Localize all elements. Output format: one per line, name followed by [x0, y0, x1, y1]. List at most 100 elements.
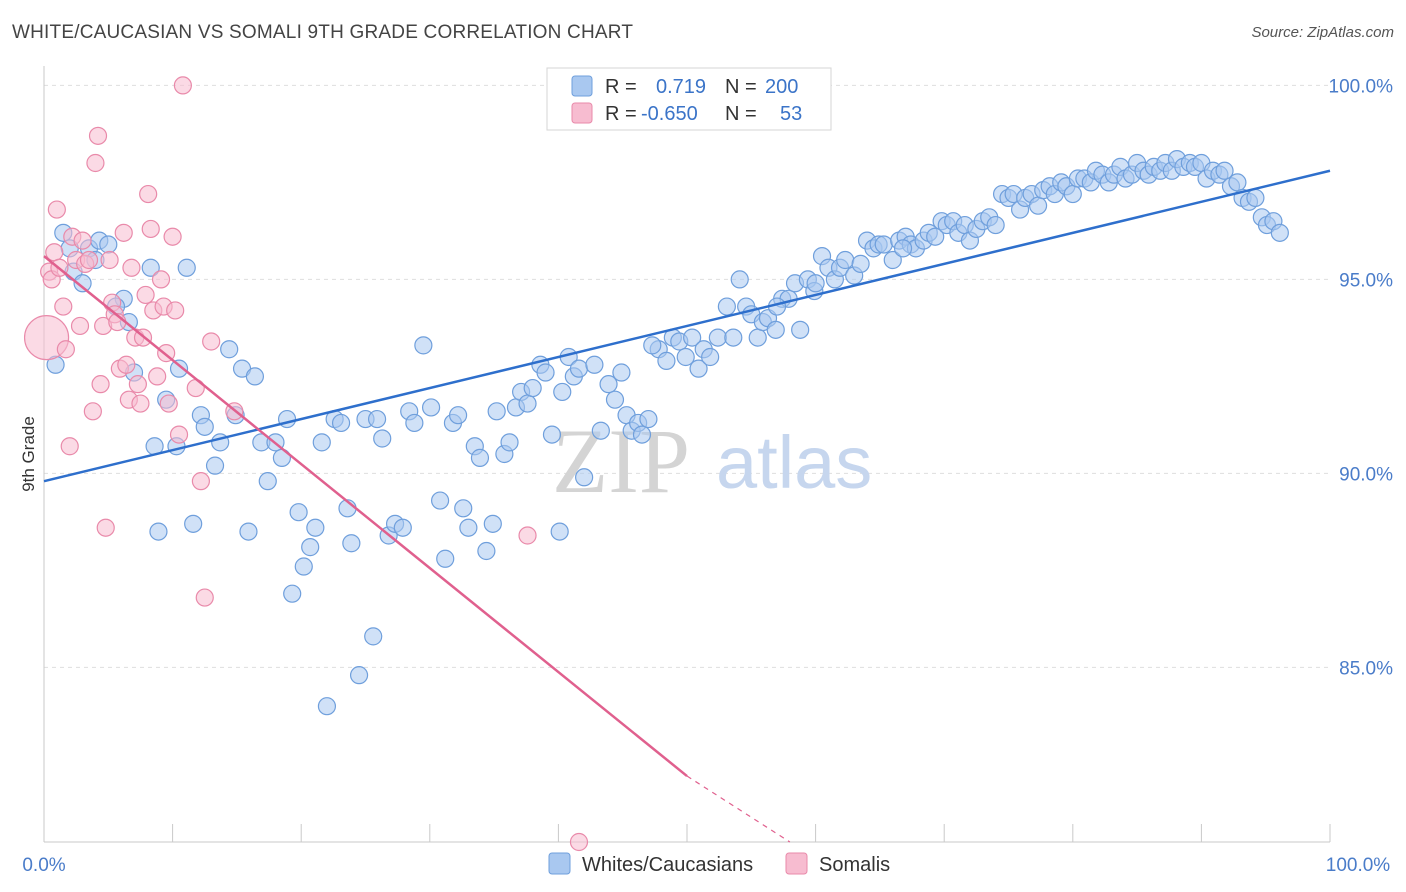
- legend-n-value-pink: 53: [780, 103, 802, 125]
- point-somalis-32: [131, 394, 150, 413]
- point-whites-15: [149, 522, 168, 541]
- point-whites-82: [569, 359, 589, 378]
- point-whites-190: [1246, 188, 1265, 208]
- point-whites-84: [585, 355, 604, 374]
- point-somalis-53: [569, 832, 589, 852]
- point-whites-100: [689, 359, 708, 378]
- y-tick-label-3: 100.0%: [1329, 76, 1394, 97]
- point-whites-39: [306, 518, 325, 537]
- point-whites-85: [591, 421, 610, 440]
- point-whites-58: [430, 491, 450, 510]
- point-whites-28: [239, 522, 258, 541]
- point-whites-86: [599, 375, 618, 394]
- point-whites-87: [605, 390, 625, 409]
- point-whites-40: [312, 433, 331, 452]
- point-whites-129: [883, 250, 902, 270]
- point-whites-56: [414, 336, 433, 355]
- x-tick-labels: 0.0% 100.0%: [22, 855, 1390, 876]
- legend-n-value-blue: 200: [765, 76, 798, 98]
- point-whites-61: [448, 406, 468, 425]
- point-whites-136: [926, 227, 945, 246]
- point-whites-102: [701, 347, 720, 367]
- point-somalis-12: [73, 231, 92, 250]
- point-whites-47: [364, 627, 383, 646]
- series-somalis-points: [23, 76, 589, 852]
- legend-item-whites-label: Whites/Caucasians: [582, 854, 753, 876]
- point-whites-79: [553, 382, 572, 402]
- point-whites-115: [791, 320, 810, 339]
- point-whites-59: [436, 549, 455, 568]
- point-somalis-43: [163, 227, 182, 246]
- point-whites-31: [258, 472, 277, 491]
- trend-lines: [43, 169, 1331, 843]
- point-somalis-49: [195, 588, 214, 607]
- point-whites-46: [349, 666, 369, 685]
- point-whites-111: [766, 320, 785, 339]
- point-whites-20: [184, 514, 203, 533]
- point-whites-103: [708, 328, 727, 347]
- watermark-atlas: atlas: [716, 421, 872, 504]
- point-somalis-29: [122, 258, 141, 277]
- point-whites-159: [1063, 184, 1082, 204]
- trend-line-somalis: [43, 255, 688, 778]
- y-tick-label-2: 95.0%: [1339, 270, 1393, 291]
- point-whites-29: [245, 367, 265, 386]
- legend-swatch-pink: [571, 102, 593, 124]
- point-whites-41: [317, 697, 337, 716]
- legend-r-label-pink: R =: [605, 103, 637, 125]
- point-whites-62: [454, 499, 473, 518]
- point-somalis-15: [83, 402, 102, 421]
- point-whites-65: [470, 448, 490, 467]
- legend-item-somalis-swatch: [785, 852, 808, 875]
- legend-stats: R = 0.719 N = 200 R = -0.650 N = 53: [546, 67, 832, 131]
- point-somalis-36: [141, 219, 160, 239]
- point-whites-122: [836, 250, 855, 270]
- point-whites-196: [724, 328, 743, 347]
- point-whites-124: [851, 254, 870, 273]
- point-whites-8: [99, 235, 118, 254]
- point-whites-45: [342, 534, 361, 553]
- point-whites-19: [177, 258, 196, 277]
- point-somalis-26: [114, 223, 133, 242]
- watermark: ZIP atlas: [552, 410, 872, 512]
- point-whites-23: [205, 456, 225, 475]
- x-tick-label-min: 0.0%: [22, 855, 65, 876]
- point-whites-76: [536, 363, 555, 382]
- point-whites-13: [141, 258, 160, 277]
- point-whites-195: [643, 336, 662, 355]
- point-whites-98: [676, 347, 695, 367]
- point-somalis-18: [91, 375, 110, 394]
- legend-r-label-blue: R =: [605, 76, 637, 98]
- point-somalis-42: [159, 394, 178, 413]
- point-somalis-17: [88, 126, 108, 145]
- point-whites-105: [730, 270, 749, 289]
- point-whites-50: [373, 429, 392, 448]
- point-whites-66: [477, 541, 496, 561]
- point-whites-83: [575, 468, 594, 487]
- point-whites-63: [459, 518, 478, 537]
- point-somalis-7: [56, 340, 75, 359]
- point-somalis-52: [518, 526, 537, 545]
- legend-r-value-blue: 0.719: [656, 76, 706, 98]
- legend-swatch-blue: [571, 75, 593, 97]
- point-whites-70: [500, 433, 519, 452]
- point-whites-57: [421, 398, 441, 417]
- point-whites-198: [806, 274, 825, 293]
- series-whites-points: [46, 150, 1289, 716]
- y-tick-label-1: 90.0%: [1339, 464, 1393, 485]
- legend-stats-box: [546, 67, 832, 131]
- point-whites-187: [1228, 173, 1247, 192]
- watermark-zip: ZIP: [552, 410, 690, 512]
- chart-title: WHITE/CAUCASIAN VS SOMALI 9TH GRADE CORR…: [12, 22, 634, 43]
- point-whites-93: [639, 409, 658, 429]
- point-whites-146: [986, 215, 1005, 235]
- point-somalis-8: [60, 437, 79, 456]
- trend-line-somalis-extension: [686, 775, 791, 843]
- point-whites-78: [550, 522, 569, 541]
- point-somalis-46: [173, 76, 192, 95]
- point-whites-77: [542, 425, 562, 444]
- point-somalis-31: [128, 375, 147, 394]
- point-whites-128: [874, 235, 893, 254]
- legend-n-label-pink: N =: [725, 103, 757, 125]
